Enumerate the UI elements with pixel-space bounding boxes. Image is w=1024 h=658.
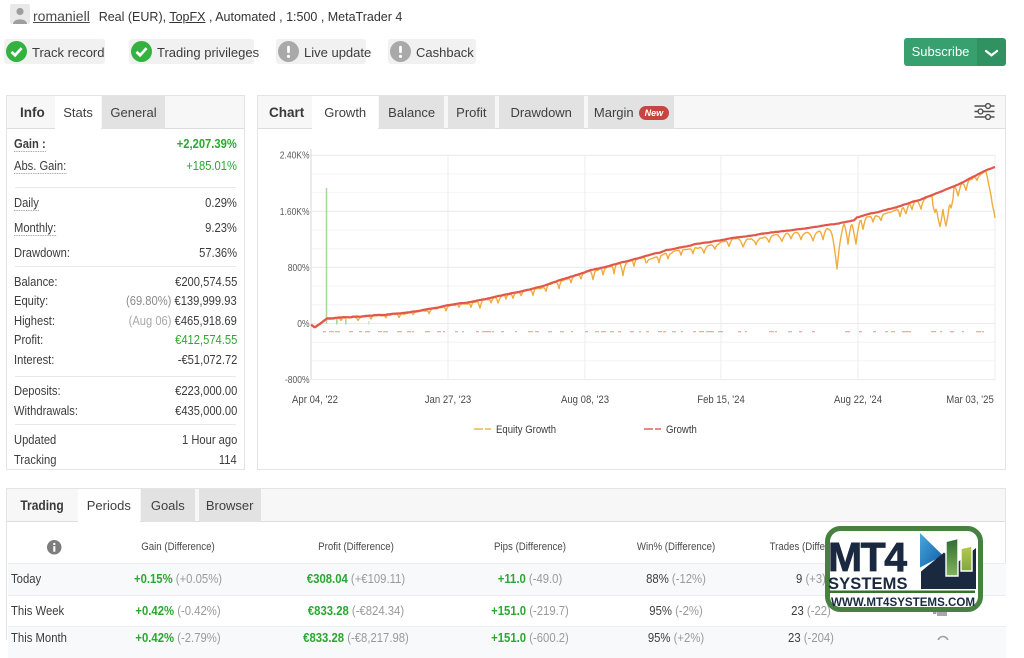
svg-text:Aug 08, '23: Aug 08, '23	[561, 394, 609, 406]
svg-text:MT4: MT4	[828, 534, 907, 580]
svg-text:Feb 15, '24: Feb 15, '24	[697, 394, 745, 406]
svg-text:Apr 04, '22: Apr 04, '22	[292, 394, 338, 406]
svg-text:Jan 27, '23: Jan 27, '23	[425, 394, 472, 406]
svg-text:SYSTEMS: SYSTEMS	[828, 575, 908, 593]
svg-text:Aug 22, '24: Aug 22, '24	[834, 394, 882, 406]
svg-text:Mar 03, '25: Mar 03, '25	[946, 394, 994, 406]
svg-text:Equity Growth: Equity Growth	[496, 424, 556, 436]
svg-text:800%: 800%	[288, 262, 310, 273]
svg-text:WWW.MT4SYSTEMS.COM: WWW.MT4SYSTEMS.COM	[831, 595, 975, 609]
svg-text:-800%: -800%	[285, 374, 310, 385]
svg-text:0%: 0%	[297, 318, 309, 329]
svg-text:Growth: Growth	[666, 424, 697, 436]
svg-text:1.60K%: 1.60K%	[280, 206, 310, 217]
svg-text:2.40K%: 2.40K%	[280, 150, 310, 161]
